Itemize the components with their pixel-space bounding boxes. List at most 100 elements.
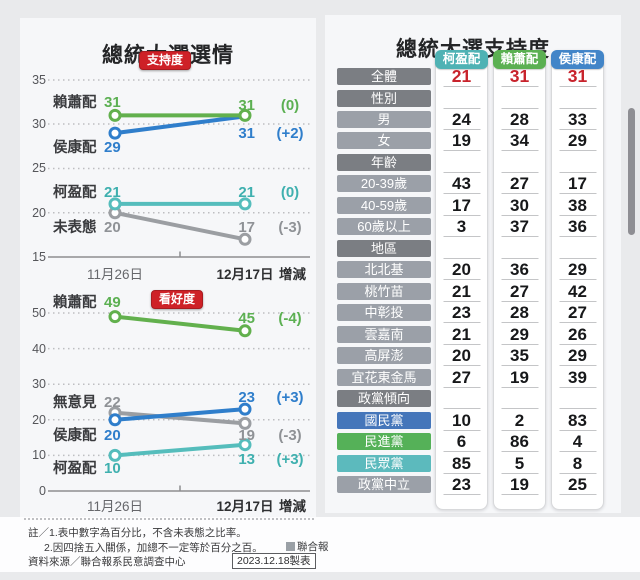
xlabel-date1-chart2: 11月26日 <box>86 499 144 514</box>
hou-point-left <box>108 126 122 140</box>
row-label: 高屏澎 <box>337 347 431 364</box>
row-label: 國民黨 <box>337 412 431 429</box>
ytick-40: 40 <box>32 342 46 356</box>
table-row-kmt: 國民黨 10 2 83 <box>325 412 621 431</box>
ko-point-left <box>108 197 122 211</box>
cell-lai: 37 <box>493 218 546 236</box>
ytick-10: 10 <box>32 448 46 462</box>
cell-ko: 43 <box>435 175 488 193</box>
series-end-hou: 31 <box>238 125 255 142</box>
cell-lai: 27 <box>493 175 546 193</box>
hou-point-right-2 <box>238 402 252 416</box>
cell-ko: 21 <box>435 67 488 86</box>
row-label: 宜花東金馬 <box>337 369 431 386</box>
cell-empty <box>493 90 546 108</box>
ytick-20b: 20 <box>32 413 46 427</box>
cell-empty <box>435 154 488 172</box>
cell-lai: 28 <box>493 304 546 322</box>
table-row-tpp: 民眾黨 85 5 8 <box>325 455 621 474</box>
scrollbar-thumb[interactable] <box>628 108 635 235</box>
cell-ko: 85 <box>435 455 488 473</box>
election-trend-panel: 總統大選選情 支持度 看好度 <box>20 18 316 517</box>
lai-point-right <box>238 108 252 122</box>
cell-lai: 35 <box>493 347 546 365</box>
series2-delta-hou: (+3) <box>276 389 304 406</box>
lai-line-chart1 <box>108 108 252 122</box>
cell-lai: 31 <box>493 67 546 86</box>
cell-empty <box>493 240 546 258</box>
cell-empty <box>551 90 604 108</box>
row-label: 20-39歲 <box>337 175 431 192</box>
row-label: 民眾黨 <box>337 455 431 472</box>
series-delta-undecided: (-3) <box>278 219 302 236</box>
undecided-point-right <box>238 232 252 246</box>
section-label: 政黨傾向 <box>337 390 431 407</box>
table-section-age: 年齡 <box>325 154 621 173</box>
xlabel-change-chart2: 增減 <box>279 499 306 514</box>
cell-hou: 42 <box>551 283 604 301</box>
cell-ko: 6 <box>435 433 488 451</box>
series2-start-hou: 20 <box>104 427 121 444</box>
trend-charts-canvas <box>48 79 310 492</box>
series-delta-ko: (0) <box>280 184 300 201</box>
cell-hou: 29 <box>551 261 604 279</box>
row-label: 女 <box>337 132 431 149</box>
section-label: 性別 <box>337 90 431 107</box>
cell-empty <box>435 390 488 408</box>
cell-empty <box>493 390 546 408</box>
cell-hou: 4 <box>551 433 604 451</box>
row-label: 民進黨 <box>337 433 431 450</box>
cell-hou: 33 <box>551 111 604 129</box>
series2-label-no-opinion: 無意見 <box>53 395 97 411</box>
cell-lai: 36 <box>493 261 546 279</box>
series-end-ko: 21 <box>238 184 255 201</box>
xlabel-change-chart1: 增減 <box>279 267 306 282</box>
series2-end-no-opinion: 19 <box>238 427 255 444</box>
favorability-badge: 看好度 <box>151 290 204 309</box>
cell-lai: 27 <box>493 283 546 301</box>
cell-ko: 21 <box>435 283 488 301</box>
ytick-20: 20 <box>32 206 46 220</box>
footer-notes: 註／1.表中數字為百分比，不含未表態之比率。 2.因四捨五入關係，加總不一定等於… <box>0 517 640 572</box>
series-start-ko: 21 <box>104 184 121 201</box>
source-line: 資料來源／聯合報系民意調查中心 <box>28 556 186 568</box>
row-label: 北北基 <box>337 261 431 278</box>
series-delta-hou: (+2) <box>276 125 304 142</box>
cell-lai: 5 <box>493 455 546 473</box>
table-row-age-40-59: 40-59歲 17 30 38 <box>325 197 621 216</box>
row-label: 桃竹苗 <box>337 283 431 300</box>
series2-label-hou: 侯康配 <box>53 428 97 444</box>
row-label: 中彰投 <box>337 304 431 321</box>
table-row-age-20-39: 20-39歲 43 27 17 <box>325 175 621 194</box>
series2-start-lai: 49 <box>104 294 121 311</box>
ko-point-left-2 <box>108 448 122 462</box>
row-label: 全體 <box>337 68 431 85</box>
cell-hou: 36 <box>551 218 604 236</box>
cell-hou: 29 <box>551 347 604 365</box>
xlabel-date2-chart2: 12月17日 <box>216 499 274 514</box>
table-row-female: 女 19 34 29 <box>325 132 621 151</box>
series-delta-lai: (0) <box>280 97 300 114</box>
note-line2: 2.因四捨五入關係，加總不一定等於百分之百。 <box>44 542 263 554</box>
cell-ko: 3 <box>435 218 488 236</box>
series-label-undecided: 未表態 <box>53 220 97 236</box>
ytick-30: 30 <box>32 117 46 131</box>
udn-logo-square-icon <box>286 542 295 551</box>
cell-lai: 28 <box>493 111 546 129</box>
column-header-ko: 柯盈配 <box>435 50 488 69</box>
table-row-neutral: 政黨中立 23 19 25 <box>325 476 621 495</box>
series-end-lai: 31 <box>238 97 255 114</box>
ytick-0: 0 <box>39 484 46 498</box>
series-label-ko: 柯盈配 <box>53 185 97 201</box>
series2-start-no-opinion: 22 <box>104 394 121 411</box>
series2-delta-no-opinion: (-3) <box>278 427 302 444</box>
cell-empty <box>493 154 546 172</box>
table-row-north: 北北基 20 36 29 <box>325 261 621 280</box>
cell-ko: 23 <box>435 476 488 494</box>
ko-line-chart2 <box>108 438 252 462</box>
series-start-hou: 29 <box>104 139 121 156</box>
udn-logo-text: 聯合報 <box>297 541 329 553</box>
cell-empty <box>435 240 488 258</box>
udn-logo: 聯合報 <box>286 541 329 553</box>
table-row-total: 全體 21 31 31 <box>325 67 621 87</box>
